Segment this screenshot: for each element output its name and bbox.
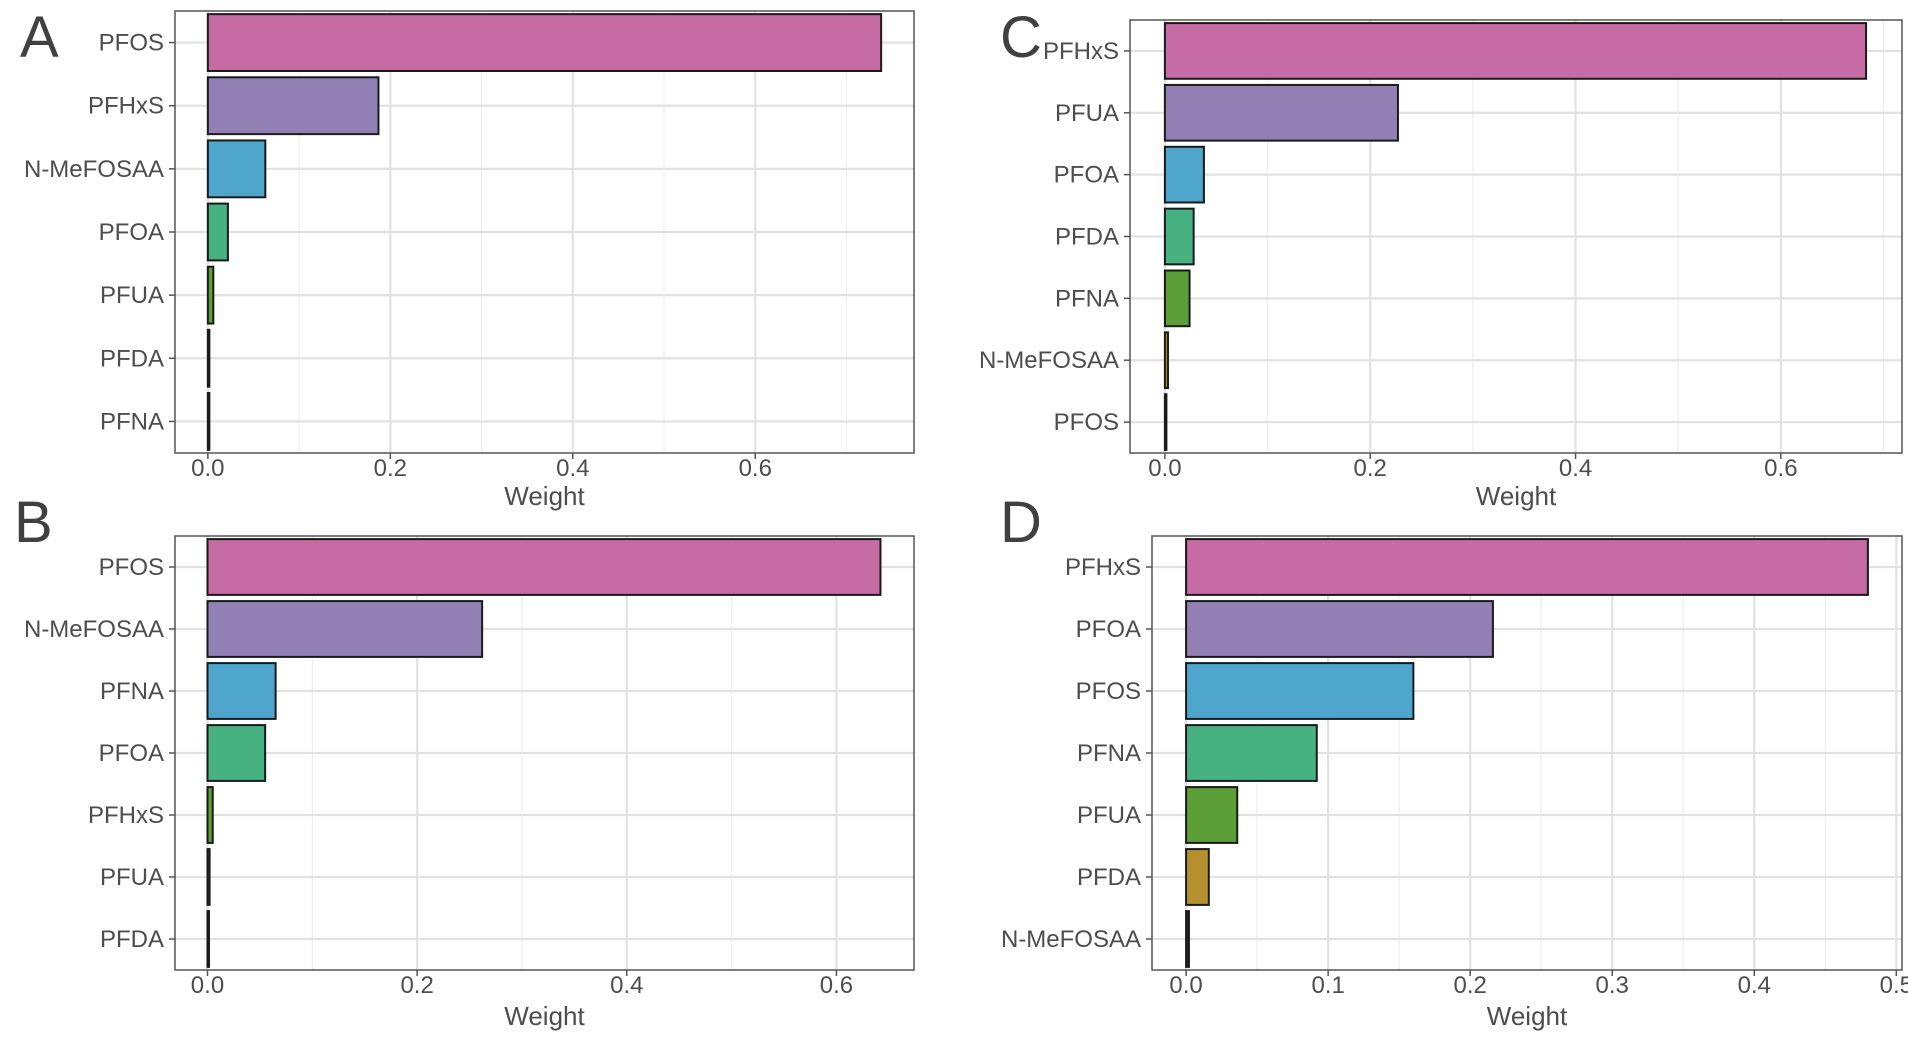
bar-c-pfna xyxy=(1163,269,1191,328)
bar-a-pfda xyxy=(206,328,211,388)
bar-b-pfda xyxy=(206,910,210,968)
x-tick-label-a: 0.0 xyxy=(191,455,224,482)
bar-b-n-mefosaa xyxy=(206,600,484,658)
plot-frame-d xyxy=(1151,535,1903,971)
x-tick-label-a: 0.6 xyxy=(739,455,772,482)
bar-d-pfua xyxy=(1185,786,1239,844)
category-label-c: PFHxS xyxy=(1043,38,1119,65)
category-label-a: PFDA xyxy=(100,345,164,372)
bar-b-pfoa xyxy=(206,724,267,782)
bar-c-n-mefosaa xyxy=(1163,331,1169,390)
bar-d-pfos xyxy=(1185,662,1415,720)
x-tick-label-d: 0.5 xyxy=(1880,972,1908,999)
category-label-c: PFOA xyxy=(1054,162,1119,189)
panel-letter-a: A xyxy=(20,5,59,70)
bar-a-pfos xyxy=(206,13,883,72)
plot-frame-b xyxy=(174,535,915,971)
category-label-c: N-MeFOSAA xyxy=(979,347,1119,374)
category-label-d: PFOS xyxy=(1076,678,1141,705)
panel-letter-c: C xyxy=(1000,5,1042,70)
panel-letter-b: B xyxy=(14,490,53,555)
bar-d-n-mefosaa xyxy=(1185,910,1190,968)
category-label-a: N-MeFOSAA xyxy=(24,156,164,183)
bar-a-pfoa xyxy=(206,202,229,262)
category-label-a: PFOS xyxy=(99,30,164,57)
x-axis-title-c: Weight xyxy=(1476,481,1557,511)
category-label-c: PFDA xyxy=(1055,224,1119,251)
bar-a-pfhxs xyxy=(206,76,380,136)
x-axis-title-a: Weight xyxy=(504,481,585,511)
panel-letter-d: D xyxy=(1000,490,1042,555)
category-label-b: PFNA xyxy=(100,678,164,705)
category-label-b: N-MeFOSAA xyxy=(24,616,164,643)
bar-b-pfhxs xyxy=(206,786,214,844)
bar-a-pfua xyxy=(206,265,215,325)
category-label-c: PFNA xyxy=(1055,285,1119,312)
x-axis-title-d: Weight xyxy=(1487,1001,1568,1031)
x-tick-label-c: 0.0 xyxy=(1148,455,1181,482)
bar-c-pfua xyxy=(1163,83,1399,142)
bar-b-pfua xyxy=(206,848,211,906)
x-tick-label-d: 0.3 xyxy=(1596,972,1629,999)
category-label-a: PFNA xyxy=(100,408,164,435)
plot-frame-a xyxy=(174,10,915,454)
category-label-d: N-MeFOSAA xyxy=(1001,926,1141,953)
x-axis-title-b: Weight xyxy=(504,1001,585,1031)
category-label-b: PFDA xyxy=(100,926,164,953)
x-tick-label-d: 0.1 xyxy=(1311,972,1344,999)
bar-d-pfda xyxy=(1185,848,1210,906)
x-tick-label-b: 0.0 xyxy=(191,972,224,999)
x-tick-label-d: 0.4 xyxy=(1738,972,1771,999)
x-tick-label-c: 0.6 xyxy=(1764,455,1797,482)
bar-c-pfoa xyxy=(1163,145,1205,204)
panel-d: D PFHxS PFOA PFOS PFNA PFUA PFDA N-MeFOSAA 0.0 0… xyxy=(1000,490,1908,1031)
category-label-a: PFUA xyxy=(100,282,164,309)
bar-c-pfos xyxy=(1163,393,1168,451)
bar-a-n-mefosaa xyxy=(206,139,267,199)
category-label-b: PFUA xyxy=(100,864,164,891)
bar-b-pfos xyxy=(206,538,882,596)
category-label-a: PFHxS xyxy=(88,93,164,120)
x-tick-label-c: 0.2 xyxy=(1354,455,1387,482)
category-label-b: PFHxS xyxy=(88,802,164,829)
category-label-d: PFNA xyxy=(1077,740,1141,767)
panel-a: A PFOS PFHxS N-MeFOSAA PFOA PFUA PFDA PFNA 0.0 0… xyxy=(20,5,915,511)
bar-b-pfna xyxy=(206,662,277,720)
bar-d-pfna xyxy=(1185,724,1318,782)
bar-d-pfhxs xyxy=(1185,538,1869,596)
x-tick-label-a: 0.2 xyxy=(374,455,407,482)
category-label-b: PFOS xyxy=(99,554,164,581)
category-label-d: PFHxS xyxy=(1065,554,1141,581)
bar-a-pfna xyxy=(206,392,211,451)
x-tick-label-c: 0.4 xyxy=(1559,455,1592,482)
x-tick-label-a: 0.4 xyxy=(556,455,589,482)
category-label-c: PFUA xyxy=(1055,100,1119,127)
category-label-d: PFDA xyxy=(1077,864,1141,891)
bar-c-pfda xyxy=(1163,207,1195,266)
x-tick-label-b: 0.2 xyxy=(400,972,433,999)
x-tick-label-b: 0.6 xyxy=(820,972,853,999)
bar-d-pfoa xyxy=(1185,600,1494,658)
category-label-d: PFOA xyxy=(1076,616,1141,643)
category-label-a: PFOA xyxy=(99,219,164,246)
panel-b: B PFOS N-MeFOSAA PFNA PFOA PFHxS PFUA PFDA 0.0 0… xyxy=(14,490,915,1031)
plot-frame-c xyxy=(1129,19,1903,454)
x-tick-label-d: 0.0 xyxy=(1169,972,1202,999)
category-label-b: PFOA xyxy=(99,740,164,767)
panel-c: C PFHxS PFUA PFOA PFDA PFNA N-MeFOSAA PFOS 0.0 0… xyxy=(979,5,1903,511)
x-tick-label-d: 0.2 xyxy=(1453,972,1486,999)
x-tick-label-b: 0.4 xyxy=(610,972,643,999)
category-label-d: PFUA xyxy=(1077,802,1141,829)
category-label-c: PFOS xyxy=(1054,409,1119,436)
bar-c-pfhxs xyxy=(1163,22,1868,80)
